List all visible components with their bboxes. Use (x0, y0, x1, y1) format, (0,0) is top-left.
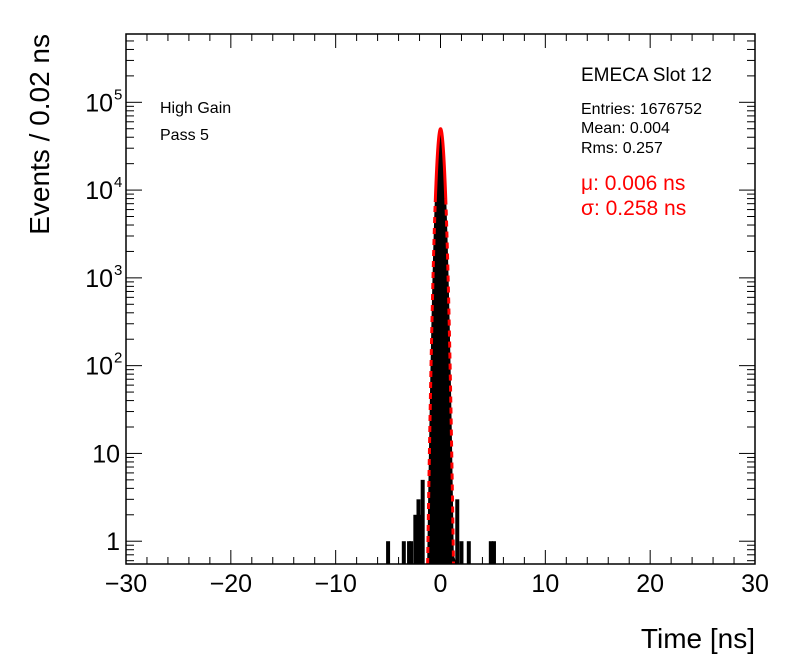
x-tick-label: 30 (741, 570, 769, 598)
histogram-tail-bin (401, 541, 406, 564)
fit-curve-dashed-left (426, 201, 437, 565)
x-tick-label: 0 (434, 570, 448, 598)
histogram-tail-bin (420, 479, 425, 564)
y-tick-label: 10 (85, 265, 113, 293)
axis-ticks (125, 33, 756, 564)
histogram-tail-bin (416, 499, 421, 564)
histogram-tail-bin (418, 514, 423, 564)
histogram-tail-bin (455, 499, 460, 564)
fit-sigma-label: σ: 0.258 ns (581, 197, 686, 220)
x-axis-title: Time [ns] (641, 623, 755, 654)
x-tick-labels: −30 −20 −10 0 10 20 30 (105, 570, 769, 598)
stat-mean: Mean: 0.004 (581, 120, 670, 137)
y-tick-exponent: 4 (114, 174, 122, 191)
gaussian-fit-series (426, 127, 455, 565)
x-tick-label: −20 (210, 570, 252, 598)
y-tick-exponent: 5 (114, 86, 122, 103)
histogram-tail-bin (459, 541, 464, 564)
histogram-tail-bin (407, 541, 412, 564)
chart-title: EMECA Slot 12 (581, 65, 712, 86)
y-tick-label: 10 (92, 440, 120, 468)
pass-label: Pass 5 (160, 127, 209, 144)
x-tick-label: −30 (105, 570, 147, 598)
histogram-series (386, 128, 496, 565)
y-tick-exponent: 2 (114, 350, 122, 367)
x-tick-label: 20 (636, 570, 664, 598)
histogram-tail-bin (466, 541, 471, 564)
stat-rms: Rms: 0.257 (581, 140, 663, 157)
gain-label: High Gain (160, 100, 231, 117)
y-tick-label: 10 (85, 353, 113, 381)
y-tick-label: 10 (85, 177, 113, 205)
y-tick-label: 10 (85, 89, 113, 117)
fit-curve-solid (433, 127, 448, 203)
fit-curve-dashed-right (444, 198, 455, 565)
histogram-tail-bin (491, 541, 496, 564)
histogram-tail-bin (386, 541, 391, 564)
histogram-tail-bin (488, 541, 493, 564)
x-tick-label: −10 (314, 570, 356, 598)
y-axis-title: Events / 0.02 ns (24, 34, 55, 235)
x-tick-label: 10 (531, 570, 559, 598)
fit-mu-label: μ: 0.006 ns (581, 172, 685, 195)
stat-entries: Entries: 1676752 (581, 101, 702, 118)
plot-frame (125, 33, 756, 565)
y-tick-label: 1 (106, 528, 120, 556)
histogram-tail-bin (409, 541, 414, 564)
histogram-tail-bin (413, 514, 418, 564)
y-tick-exponent: 3 (114, 262, 122, 279)
